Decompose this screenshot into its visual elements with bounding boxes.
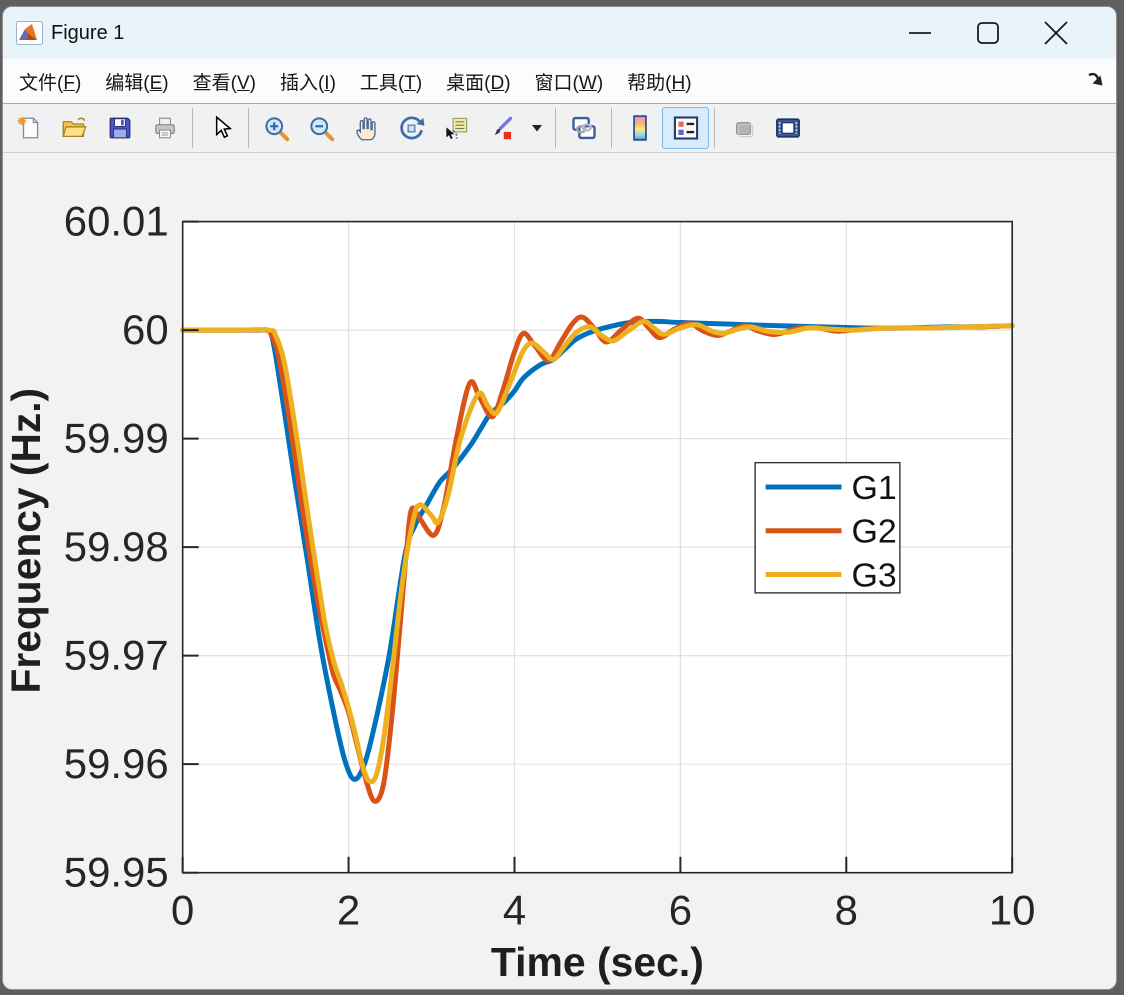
link-plot-icon	[571, 116, 596, 140]
zoom-in-icon	[265, 116, 290, 141]
save-figure-button[interactable]	[97, 108, 142, 148]
brush-dropdown-button[interactable]	[524, 108, 550, 148]
x-tick-label-3: 6	[669, 886, 692, 933]
data-cursor-button[interactable]	[434, 108, 479, 148]
rotate-3d-button[interactable]	[389, 108, 434, 148]
menu-item-h[interactable]: 帮助(H)	[627, 72, 692, 94]
toolbar-separator	[248, 108, 249, 148]
edit-plot-button[interactable]	[198, 108, 243, 148]
curve-g3[interactable]	[180, 318, 1015, 785]
zoom-in-button[interactable]	[254, 108, 299, 148]
y-tick-label-0: 60.01	[64, 198, 169, 245]
menu-item-e[interactable]: 编辑(E)	[105, 72, 169, 94]
print-figure-icon	[154, 117, 175, 139]
print-figure-button[interactable]	[142, 108, 187, 148]
show-plot-tools-button[interactable]	[765, 108, 810, 148]
colorbar-icon	[632, 115, 647, 141]
link-plot-button[interactable]	[561, 108, 606, 148]
menu-item-t[interactable]: 工具(T)	[359, 72, 423, 94]
menu-item-i[interactable]: 插入(I)	[279, 72, 336, 94]
x-tick-label-2: 4	[503, 886, 526, 933]
x-tick-label-4: 8	[835, 886, 858, 933]
toolbar-separator	[714, 108, 715, 148]
legend-label-g1: G1	[851, 469, 896, 507]
menu-item-w[interactable]: 窗口(W)	[534, 72, 604, 94]
close-button[interactable]	[1022, 10, 1090, 56]
pan-button[interactable]	[344, 108, 389, 148]
menu-item-v[interactable]: 查看(V)	[192, 72, 256, 94]
menu-item-d[interactable]: 桌面(D)	[446, 72, 511, 94]
legend-label-g2: G2	[851, 513, 896, 551]
matlab-logo-icon	[16, 21, 43, 45]
pointer-arrow-icon	[215, 115, 232, 139]
toolbar-separator	[611, 108, 612, 148]
y-axis-label: Frequency (Hz.)	[3, 388, 49, 694]
y-tick-label-1: 60	[122, 306, 169, 353]
zoom-out-button[interactable]	[299, 108, 344, 148]
figure-toolbar	[3, 104, 1116, 153]
y-tick-label-4: 59.97	[64, 632, 169, 679]
brush-data-button[interactable]	[479, 108, 524, 148]
rotate-3d-icon	[400, 116, 425, 139]
y-tick-label-2: 59.99	[64, 415, 169, 462]
close-icon	[1044, 21, 1068, 45]
title-bar: Figure 1	[3, 7, 1116, 59]
toolbar-separator	[555, 108, 556, 148]
curve-g1[interactable]	[180, 318, 1015, 782]
y-tick-label-6: 59.95	[64, 849, 169, 896]
open-file-button[interactable]	[52, 108, 97, 148]
legend-box	[754, 461, 901, 594]
legend-icon	[673, 116, 698, 140]
dock-figure-arrow-icon[interactable]	[1086, 69, 1108, 93]
disabled-tool-icon	[735, 122, 753, 138]
legend[interactable]: G1 G2 G3	[754, 461, 901, 595]
minimize-button[interactable]	[886, 10, 954, 56]
save-figure-icon	[109, 117, 130, 139]
legend-label-g3: G3	[851, 556, 896, 594]
x-tick-label-5: 10	[989, 886, 1036, 933]
x-tick-label-1: 2	[337, 886, 360, 933]
disabled-tool-button	[720, 108, 765, 148]
figure-canvas: 0 2 4 6 8 10 60.01 60 59.99 59.98 59.97 59.96 59.95 T…	[3, 153, 1116, 989]
chevron-down-icon	[532, 124, 542, 131]
toolbar-separator	[192, 108, 193, 148]
x-axis-label: Time (sec.)	[491, 939, 704, 985]
open-file-icon	[62, 116, 87, 137]
pan-hand-icon	[356, 116, 376, 140]
axes-plot: 0 2 4 6 8 10 60.01 60 59.99 59.98 59.97 59.96 59.95 T…	[3, 198, 1036, 985]
menu-item-f[interactable]: 文件(F)	[19, 72, 82, 94]
brush-icon	[494, 116, 513, 139]
y-tick-label-3: 59.98	[64, 523, 169, 570]
window-controls	[886, 7, 1090, 59]
insert-colorbar-button[interactable]	[617, 108, 662, 148]
new-figure-button[interactable]	[7, 108, 52, 148]
matlab-figure-window: Figure 1 文件(F) 编辑(E) 查看(V) 插入(I) 工具(T) 桌面(D) 窗…	[2, 6, 1117, 990]
x-tick-label-0: 0	[171, 886, 194, 933]
minimize-icon	[909, 32, 931, 34]
new-figure-icon	[16, 116, 39, 139]
data-cursor-icon	[446, 117, 468, 139]
plot-tools-dock-icon	[775, 118, 800, 138]
window-title: Figure 1	[51, 21, 125, 44]
insert-legend-button[interactable]	[662, 107, 709, 149]
y-tick-label-5: 59.96	[64, 740, 169, 787]
menu-bar: 文件(F) 编辑(E) 查看(V) 插入(I) 工具(T) 桌面(D) 窗口(W) 帮助(H)	[3, 59, 1116, 104]
zoom-out-icon	[310, 116, 335, 141]
maximize-button[interactable]	[954, 10, 1022, 56]
maximize-icon	[977, 22, 999, 44]
